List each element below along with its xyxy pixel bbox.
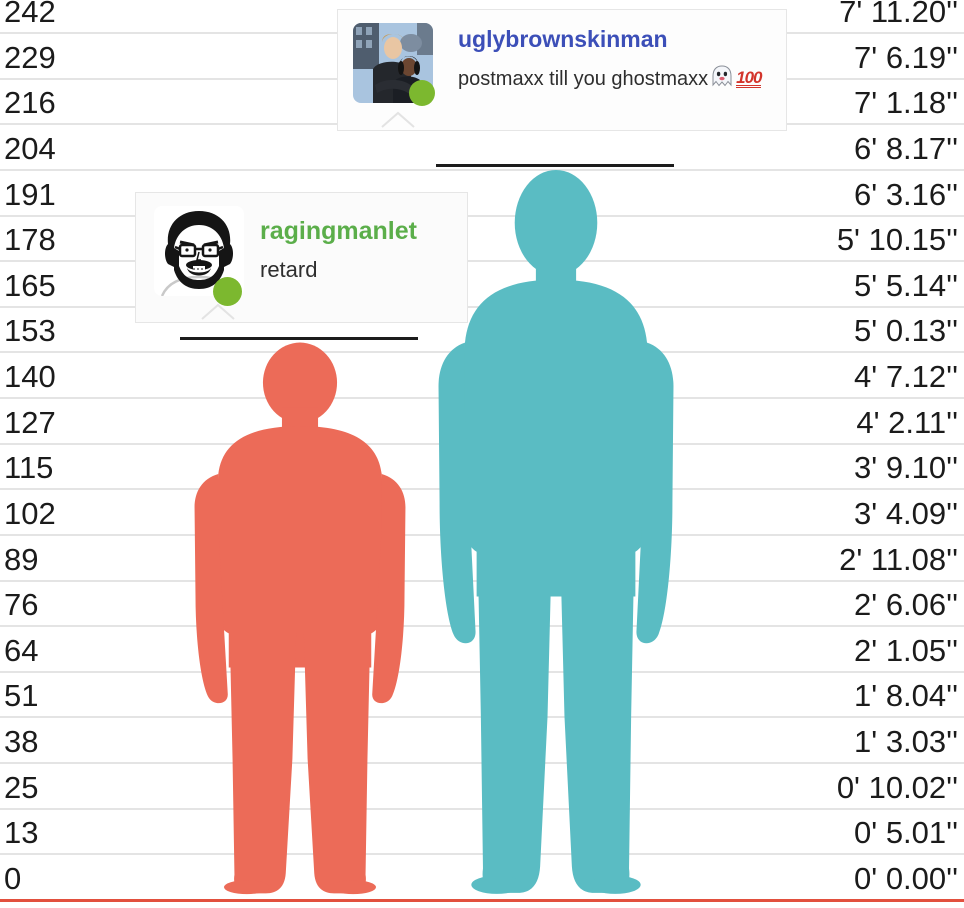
- cm-tick-label: 102: [4, 495, 56, 531]
- ft-tick-label: 2' 1.05'': [854, 632, 958, 668]
- cm-tick-label: 115: [4, 450, 54, 486]
- ft-tick-label: 5' 5.14'': [854, 267, 958, 303]
- ft-tick-label: 7' 6.19'': [854, 39, 958, 75]
- ft-tick-label: 0' 0.00'': [854, 861, 958, 896]
- cm-tick-label: 165: [4, 267, 56, 303]
- ft-tick-label: 3' 9.10'': [854, 450, 958, 486]
- cm-tick-label: 127: [4, 404, 56, 440]
- cm-tick-label: 191: [4, 176, 56, 212]
- ft-tick-label: 1' 3.03'': [854, 724, 958, 760]
- cm-tick-label: 76: [4, 587, 39, 623]
- ft-tick-label: 0' 5.01'': [854, 815, 958, 851]
- cm-tick-label: 178: [4, 222, 56, 258]
- ft-tick-label: 6' 8.17'': [854, 130, 958, 166]
- cm-tick-label: 89: [4, 541, 39, 577]
- gridline: [0, 853, 964, 856]
- cm-tick-label: 242: [4, 0, 56, 30]
- username-label: ragingmanlet: [260, 217, 417, 245]
- height-marker-line-teal: [436, 164, 674, 167]
- user-tooltip-ragingmanlet[interactable]: ragingmanlet retard: [135, 192, 468, 323]
- ft-tick-label: 5' 0.13'': [854, 313, 958, 349]
- ghost-emoji-icon: [711, 64, 733, 94]
- ft-tick-label: 1' 8.04'': [854, 678, 958, 714]
- status-message: retard: [260, 257, 318, 282]
- ft-tick-label: 4' 7.12'': [854, 359, 958, 395]
- cm-tick-label: 64: [4, 632, 39, 668]
- user-tooltip-uglybrownskinman[interactable]: uglybrownskinman postmaxx till you ghost…: [337, 9, 787, 131]
- ft-tick-label: 3' 4.09'': [854, 495, 958, 531]
- ft-tick-label: 7' 1.18'': [854, 85, 958, 121]
- cm-tick-label: 51: [4, 678, 39, 714]
- cm-tick-label: 13: [4, 815, 39, 851]
- cm-tick-label: 229: [4, 39, 56, 75]
- gridline: [0, 807, 964, 810]
- gridline: [0, 214, 964, 217]
- gridline: [0, 168, 964, 171]
- hundred-emoji-icon: 100: [736, 68, 762, 88]
- ft-tick-label: 2' 6.06'': [854, 587, 958, 623]
- status-message: postmaxx till you ghostmaxx 100: [458, 64, 762, 94]
- ft-tick-label: 5' 10.15'': [836, 222, 958, 258]
- online-status-dot: [409, 80, 435, 106]
- ft-tick-label: 6' 3.16'': [854, 176, 958, 212]
- cm-tick-label: 0: [4, 861, 22, 896]
- figure-silhouette-red[interactable]: [186, 341, 414, 898]
- username-label: uglybrownskinman: [458, 26, 668, 52]
- ft-tick-label: 7' 11.20'': [839, 0, 958, 30]
- ft-tick-label: 0' 10.02'': [836, 769, 958, 805]
- cm-tick-label: 216: [4, 85, 56, 121]
- cm-tick-label: 25: [4, 769, 39, 805]
- ft-tick-label: 2' 11.08'': [839, 541, 958, 577]
- online-status-dot: [213, 277, 242, 306]
- ground-line: [0, 899, 964, 902]
- figure-silhouette-teal[interactable]: [429, 168, 683, 899]
- tooltip-pointer-chevron: [201, 303, 235, 320]
- cm-tick-label: 140: [4, 359, 56, 395]
- gridline: [0, 260, 964, 263]
- cm-tick-label: 153: [4, 313, 56, 349]
- cm-tick-label: 38: [4, 724, 39, 760]
- cm-tick-label: 204: [4, 130, 56, 166]
- ft-tick-label: 4' 2.11'': [856, 404, 958, 440]
- tooltip-pointer-chevron: [381, 111, 415, 128]
- height-marker-line-red: [180, 337, 418, 340]
